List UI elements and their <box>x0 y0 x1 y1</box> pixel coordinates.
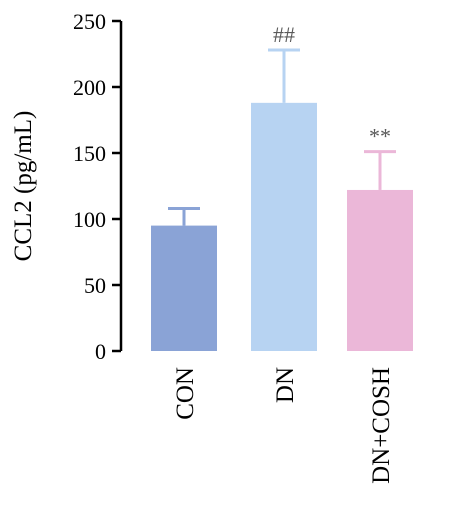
y-tick-label: 250 <box>73 9 106 34</box>
y-axis-title: CCL2 (pg/mL) <box>10 111 37 262</box>
bars: ## ** <box>151 22 413 351</box>
significance-mark: ## <box>273 22 295 47</box>
y-tick-label: 0 <box>95 339 106 364</box>
y-axis: 0 50 100 150 200 250 <box>73 9 123 364</box>
bar-con <box>151 225 217 351</box>
y-tick-label: 100 <box>73 207 106 232</box>
y-tick-label: 50 <box>84 273 106 298</box>
x-category-label: CON <box>172 367 199 420</box>
x-category-label: DN <box>272 367 299 403</box>
bar-dn-cosh <box>347 189 413 351</box>
y-tick-label: 200 <box>73 75 106 100</box>
bar-dn <box>251 102 317 351</box>
x-axis-labels: CON DN DN+COSH <box>172 367 395 484</box>
x-category-label: DN+COSH <box>368 367 395 484</box>
significance-mark: ** <box>369 124 391 149</box>
y-tick-label: 150 <box>73 141 106 166</box>
